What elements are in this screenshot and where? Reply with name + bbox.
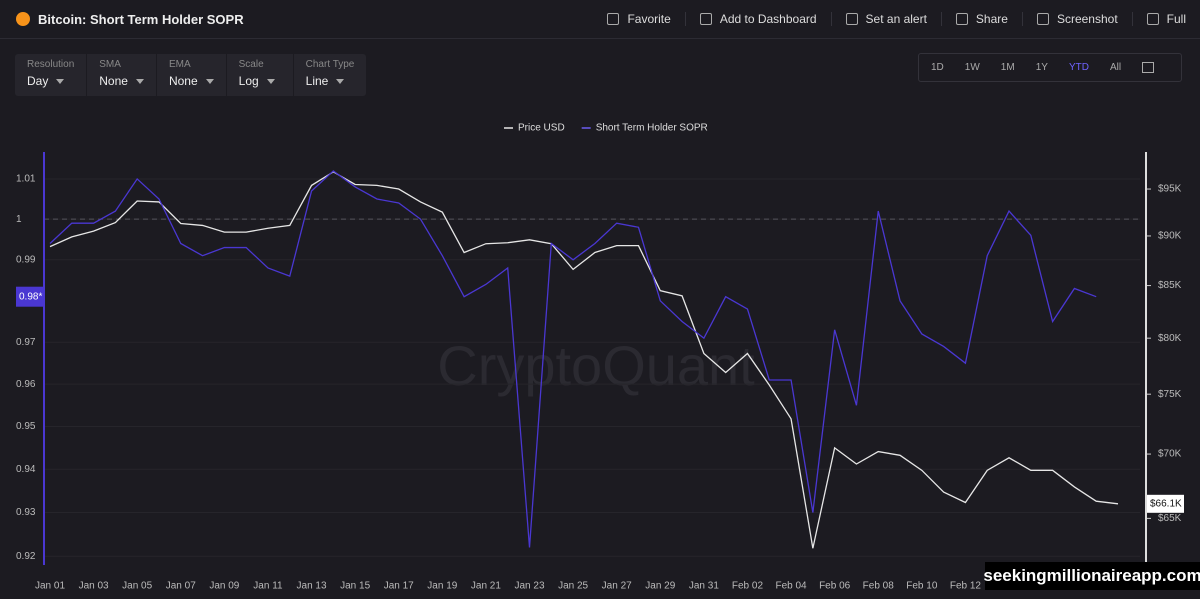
- y2-tick-label: $75K: [1158, 389, 1182, 400]
- control-label: Scale: [238, 59, 264, 70]
- y-tick-label: 0.99: [16, 254, 36, 265]
- x-tick-label: Jan 17: [384, 581, 414, 592]
- x-tick-label: Jan 29: [645, 581, 675, 592]
- x-tick-label: Jan 05: [122, 581, 152, 592]
- action-button[interactable]: Full: [1131, 12, 1200, 26]
- x-tick-label: Jan 13: [297, 581, 327, 592]
- control[interactable]: EMA None: [155, 54, 226, 96]
- x-tick-label: Jan 31: [689, 581, 719, 592]
- x-tick-label: Feb 08: [863, 581, 895, 592]
- range-button[interactable]: 1D: [931, 62, 944, 73]
- x-tick-label: Jan 23: [514, 581, 544, 592]
- range-selector: 1D 1W 1M 1Y YTD All: [918, 53, 1182, 82]
- x-tick-label: Jan 09: [209, 581, 239, 592]
- control-value: None: [99, 74, 144, 88]
- last-value-label: $66.1K: [1150, 498, 1182, 509]
- page-title: Bitcoin: Short Term Holder SOPR: [38, 11, 244, 27]
- x-tick-label: Jan 19: [427, 581, 457, 592]
- control[interactable]: SMA None: [86, 54, 156, 96]
- x-tick-label: Feb 04: [775, 581, 807, 592]
- credit: seekingmillionaireapp.com: [983, 562, 1200, 590]
- x-tick-label: Jan 07: [166, 581, 196, 592]
- action-button[interactable]: Add to Dashboard: [684, 12, 831, 26]
- controls: Resolution Day SMA None EMA None Scale Log Chart…: [15, 54, 367, 96]
- x-tick-label: Jan 25: [558, 581, 588, 592]
- y-tick-label: 0.97: [16, 337, 36, 348]
- x-tick-label: Feb 06: [819, 581, 851, 592]
- last-value-box: [16, 286, 44, 307]
- action-button[interactable]: Screenshot: [1021, 12, 1132, 26]
- x-tick-label: Feb 10: [906, 581, 938, 592]
- y-tick-label: 0.93: [16, 507, 36, 518]
- action-button[interactable]: Favorite: [593, 12, 684, 26]
- legend-label: Short Term Holder SOPR: [596, 123, 708, 134]
- y2-tick-label: $65K: [1158, 513, 1182, 524]
- control-label: Chart Type: [305, 59, 355, 70]
- action-button[interactable]: Share: [940, 12, 1022, 26]
- range-button[interactable]: 1M: [1000, 62, 1015, 73]
- action-label: Full: [1166, 12, 1186, 26]
- control-label: EMA: [168, 59, 191, 70]
- range-button[interactable]: 1W: [964, 62, 980, 73]
- action-label: Screenshot: [1056, 12, 1118, 26]
- y-tick-label: 0.96: [16, 379, 36, 390]
- x-tick-label: Jan 11: [253, 581, 283, 592]
- x-tick-label: Jan 27: [602, 581, 632, 592]
- range-button[interactable]: YTD: [1068, 62, 1089, 73]
- control-value: None: [169, 74, 214, 88]
- range-button[interactable]: 1Y: [1035, 62, 1048, 73]
- y2-tick-label: $70K: [1158, 449, 1182, 460]
- x-tick-label: Jan 03: [79, 581, 109, 592]
- action-label: Add to Dashboard: [719, 12, 817, 26]
- control[interactable]: Resolution Day: [15, 54, 86, 96]
- watermark: CryptoQuant: [437, 334, 755, 397]
- last-value-box: [1147, 494, 1184, 513]
- series-line: [49, 170, 1097, 548]
- control[interactable]: Chart Type Line: [292, 54, 367, 96]
- y2-tick-label: $80K: [1158, 333, 1182, 344]
- control-value: Log: [239, 74, 281, 88]
- coin-icon: [16, 12, 30, 26]
- y2-tick-label: $95K: [1158, 184, 1182, 195]
- y-tick-label: 0.95: [16, 421, 36, 432]
- control-value: Day: [27, 74, 74, 88]
- y-tick-label: 0.92: [16, 551, 36, 562]
- x-tick-label: Jan 15: [340, 581, 370, 592]
- series-line: [49, 171, 1119, 549]
- legend-label: Price USD: [518, 123, 565, 134]
- calendar-button[interactable]: [1142, 62, 1155, 73]
- x-tick-label: Jan 01: [35, 581, 65, 592]
- control[interactable]: Scale Log: [225, 54, 293, 96]
- y-tick-label: 1.01: [16, 174, 36, 185]
- header: Bitcoin: Short Term Holder SOPR Favorite…: [0, 0, 1200, 39]
- action-label: Favorite: [627, 12, 671, 26]
- action-button[interactable]: Set an alert: [830, 12, 941, 26]
- action-label: Share: [975, 12, 1008, 26]
- control-label: Resolution: [27, 59, 75, 70]
- x-tick-label: Feb 02: [732, 581, 764, 592]
- range-button[interactable]: All: [1109, 62, 1122, 73]
- action-label: Set an alert: [865, 12, 927, 26]
- y-tick-label: 1: [16, 214, 22, 225]
- y2-tick-label: $90K: [1158, 231, 1182, 242]
- control-value: Line: [306, 74, 355, 88]
- actions: Favorite Add to Dashboard Set an alert Shar…: [593, 0, 1200, 38]
- last-value-label: 0.98*: [19, 291, 42, 302]
- x-tick-label: Jan 21: [471, 581, 501, 592]
- x-tick-label: Feb 12: [950, 581, 982, 592]
- y-tick-label: 0.94: [16, 464, 36, 475]
- y2-tick-label: $85K: [1158, 280, 1182, 291]
- control-label: SMA: [99, 59, 121, 70]
